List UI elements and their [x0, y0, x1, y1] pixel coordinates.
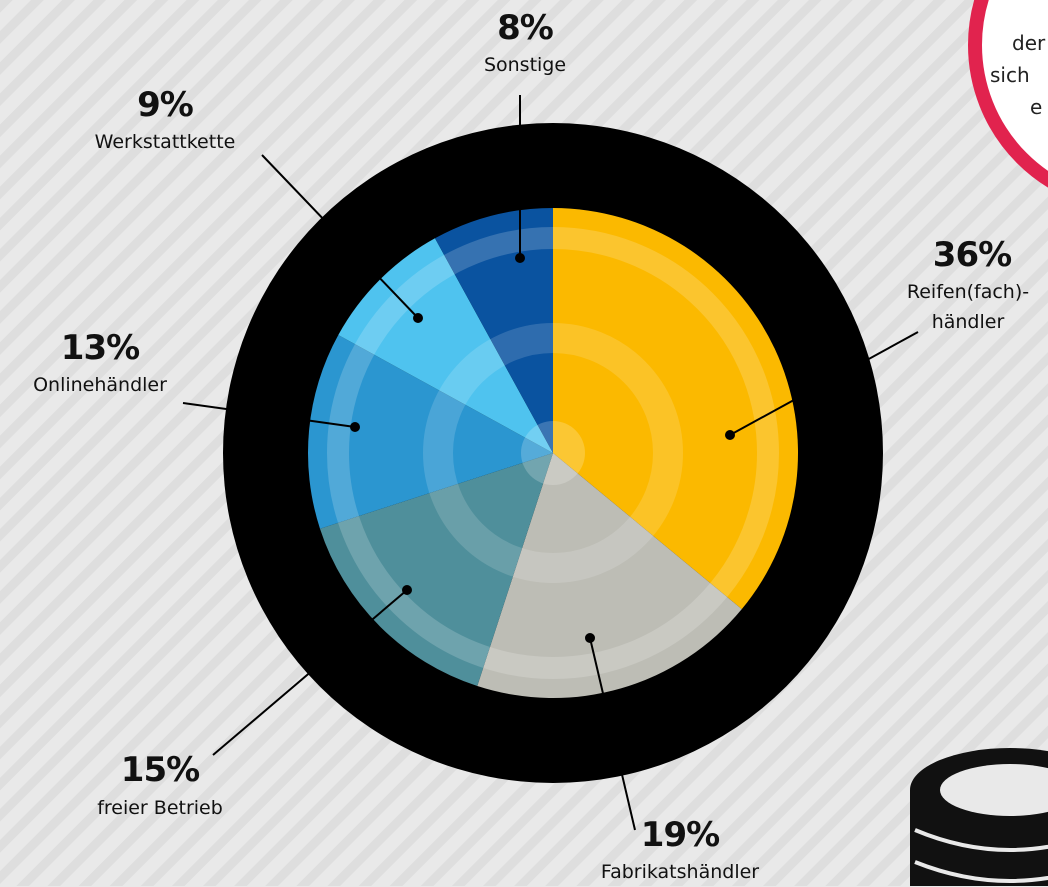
annotation: der: [1012, 31, 1046, 55]
value-label: 36%: [933, 235, 1011, 275]
category-label: Sonstige: [484, 50, 566, 80]
leader-dot: [725, 430, 735, 440]
leader-dot: [515, 253, 525, 263]
leader-dot: [413, 313, 423, 323]
leader-dot: [585, 633, 595, 643]
value-label: 9%: [137, 85, 193, 125]
category-label: Onlinehändler: [33, 370, 167, 400]
annotation: e: [1030, 95, 1042, 119]
leader-dot: [402, 585, 412, 595]
leader-dot: [350, 422, 360, 432]
category-label: Reifen(fach)-händler: [898, 277, 1038, 337]
value-label: 13%: [61, 328, 139, 368]
value-label: 19%: [641, 815, 719, 855]
value-label: 15%: [121, 750, 199, 790]
value-label: 8%: [497, 8, 553, 48]
category-label: Werkstattkette: [95, 127, 236, 157]
category-label: Fabrikatshändler: [601, 857, 759, 887]
tire-stack: [910, 748, 1048, 886]
annotation: sich: [990, 63, 1030, 87]
category-label: freier Betrieb: [97, 793, 223, 823]
page: der siche 36%Reifen(fach)-händler 19%Fabri…: [0, 0, 1048, 886]
